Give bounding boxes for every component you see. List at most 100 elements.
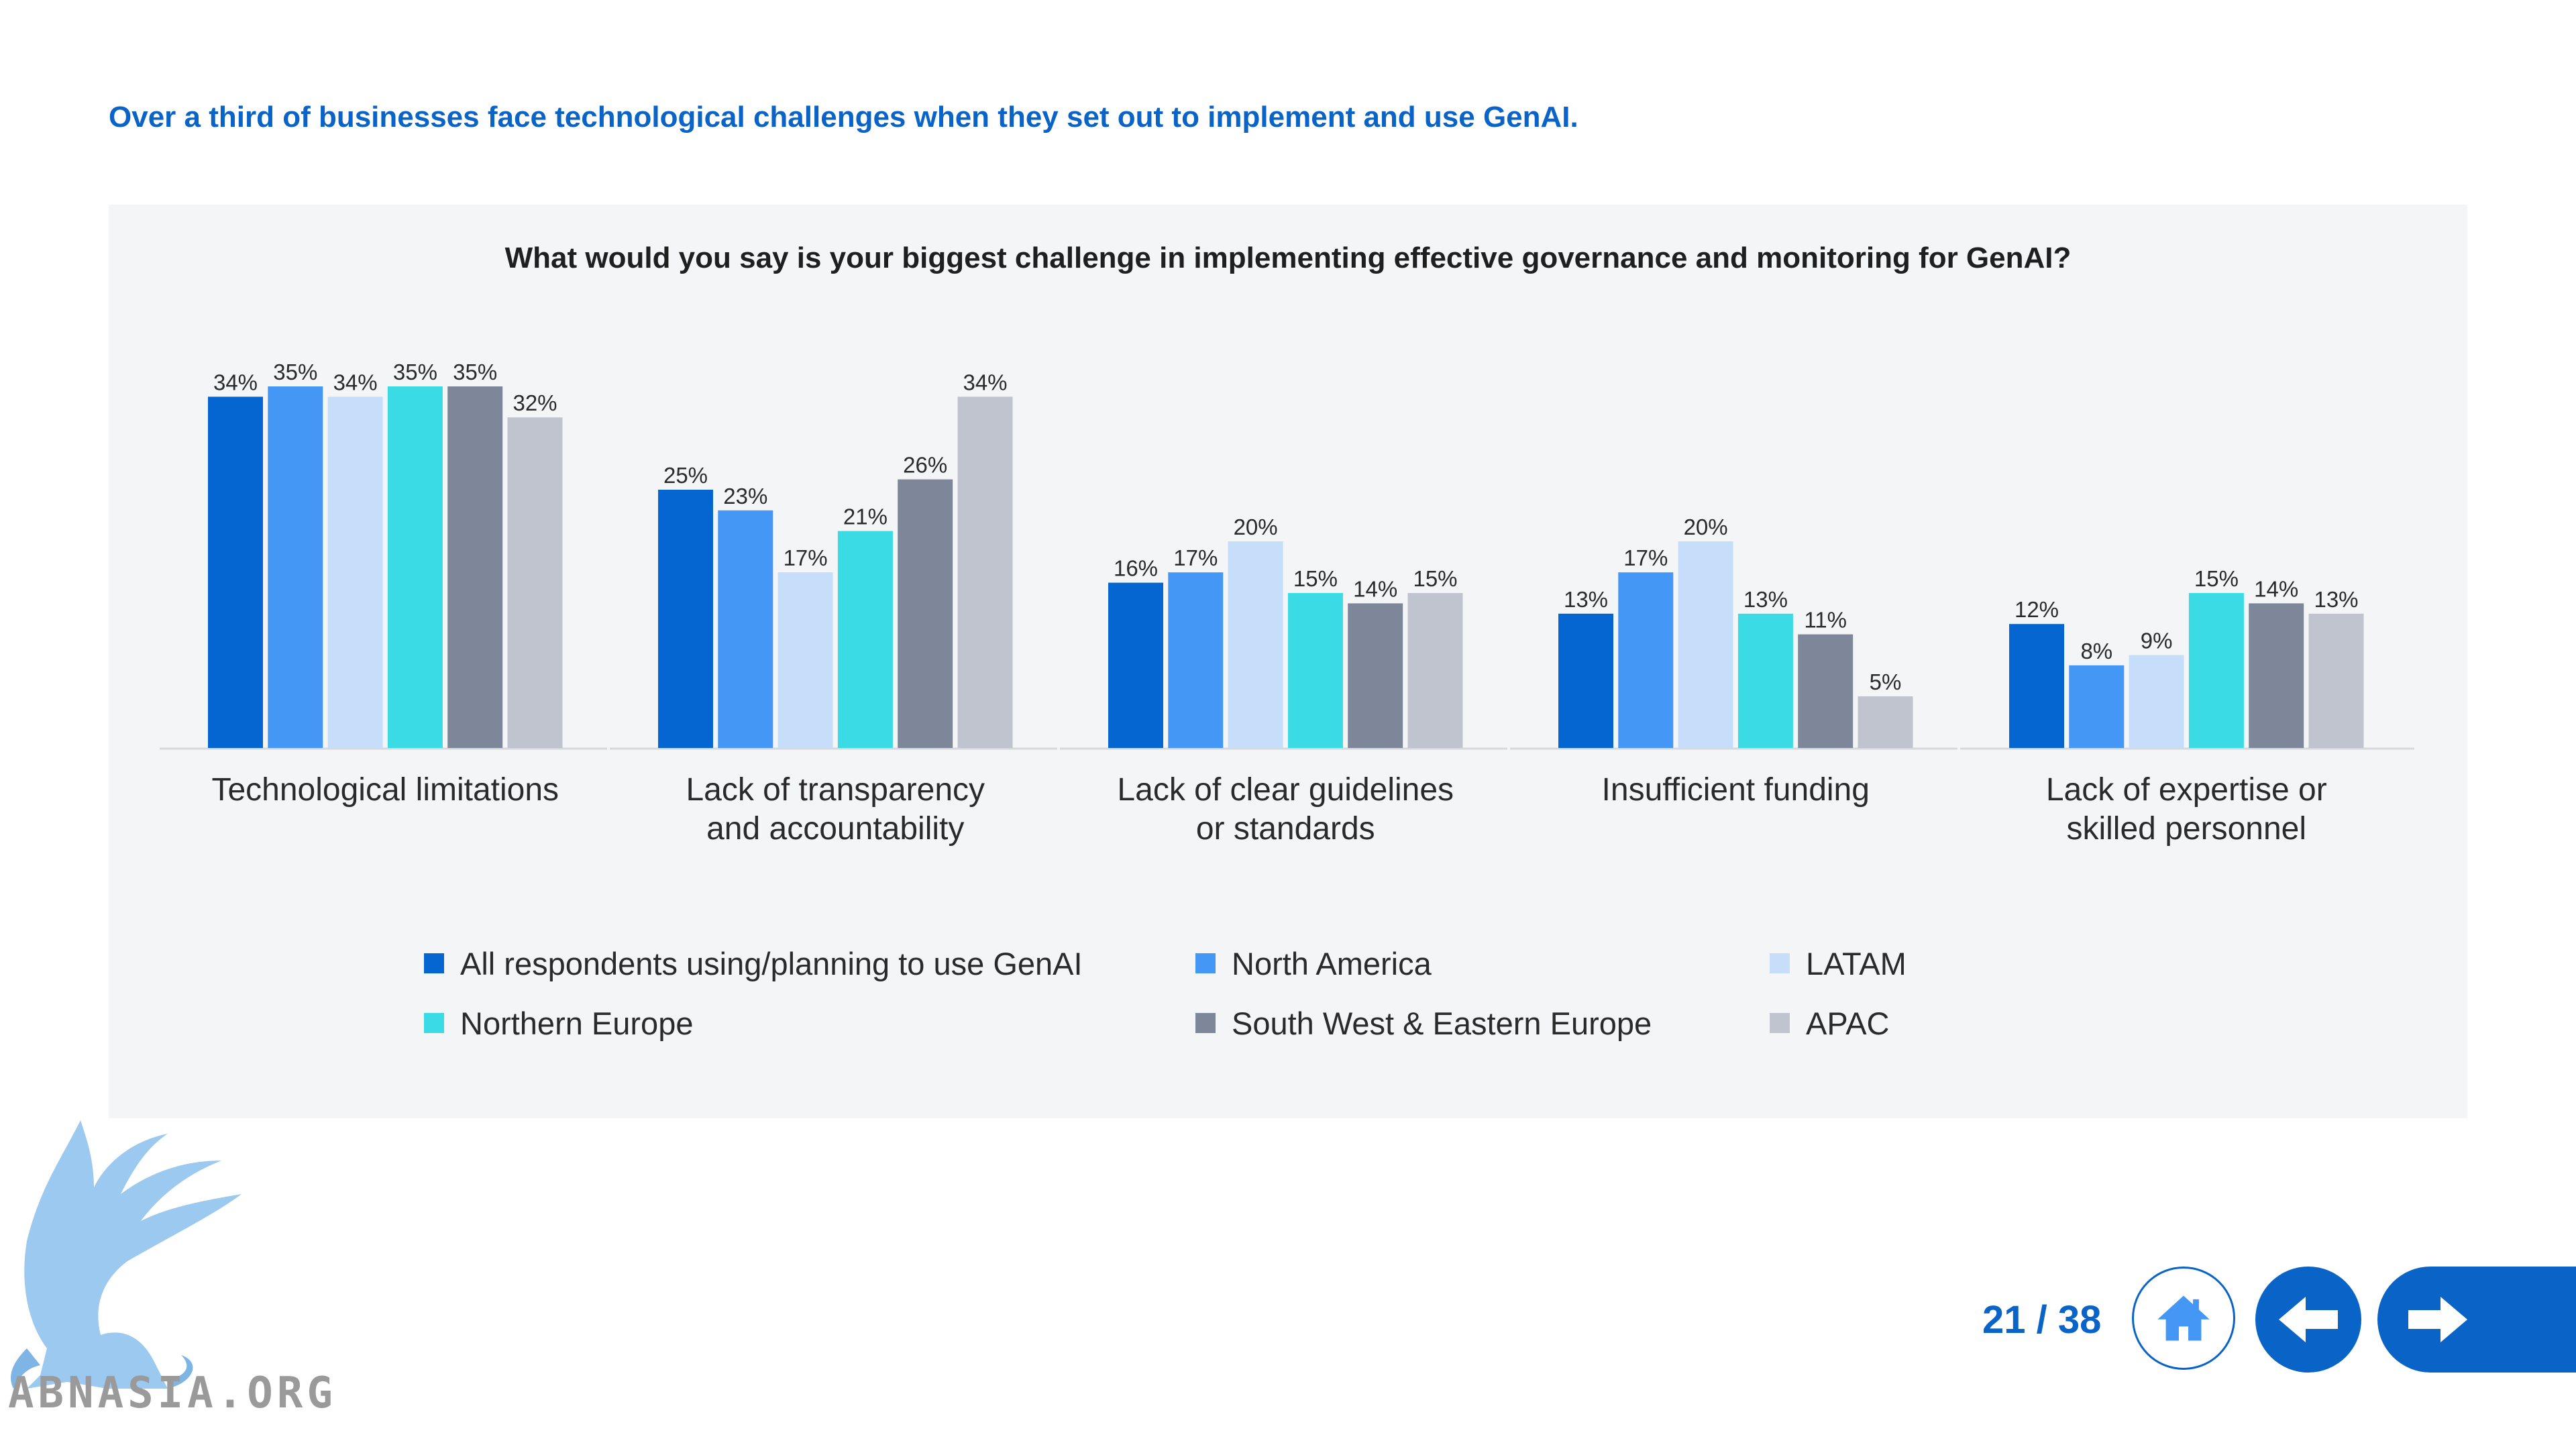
bar bbox=[1858, 696, 1913, 748]
data-label: 13% bbox=[1564, 587, 1608, 612]
legend-item: South West & Eastern Europe bbox=[1195, 1004, 1652, 1042]
legend-swatch bbox=[424, 953, 444, 973]
bar bbox=[2129, 655, 2184, 748]
data-label: 15% bbox=[2194, 566, 2239, 591]
chart-title: What would you say is your biggest chall… bbox=[504, 241, 2072, 274]
logo-wordmark: ABNASIA.ORG bbox=[8, 1368, 337, 1418]
bar bbox=[1407, 593, 1463, 748]
data-label: 17% bbox=[1173, 545, 1218, 570]
legend-swatch bbox=[1195, 953, 1216, 973]
legend-label: Northern Europe bbox=[460, 1005, 694, 1041]
previous-page-button[interactable] bbox=[2255, 1267, 2361, 1373]
bar bbox=[658, 490, 713, 748]
data-label: 14% bbox=[2254, 576, 2298, 601]
data-label: 34% bbox=[963, 370, 1007, 394]
legend-label: LATAM bbox=[1806, 945, 1907, 981]
bar bbox=[1348, 603, 1403, 748]
data-label: 32% bbox=[513, 390, 557, 415]
bar bbox=[1558, 613, 1613, 748]
bar bbox=[837, 531, 893, 748]
bar bbox=[208, 396, 263, 748]
bar bbox=[387, 386, 443, 748]
data-label: 20% bbox=[1684, 515, 1728, 539]
next-page-button[interactable] bbox=[2377, 1267, 2576, 1373]
data-label: 35% bbox=[453, 360, 497, 384]
legend-swatch bbox=[424, 1013, 444, 1033]
data-label: 25% bbox=[663, 463, 708, 488]
bar bbox=[1798, 634, 1854, 748]
bar bbox=[327, 396, 383, 748]
category-label: Lack of expertise or bbox=[2046, 772, 2327, 808]
data-label: 34% bbox=[213, 370, 258, 394]
category-label: Lack of clear guidelines bbox=[1117, 772, 1454, 808]
data-label: 13% bbox=[1743, 587, 1788, 612]
home-button[interactable] bbox=[2132, 1267, 2235, 1370]
category-label: skilled personnel bbox=[2066, 811, 2306, 847]
bar-group: 13% 17% 20% 13% 11% 5% bbox=[1558, 515, 1913, 748]
legend-label: All respondents using/planning to use Ge… bbox=[460, 945, 1083, 981]
legend-label: North America bbox=[1232, 945, 1432, 981]
arrow-left-icon bbox=[2279, 1297, 2338, 1342]
bar-group: 25% 23% 17% 21% 26% 34% bbox=[658, 370, 1013, 748]
bar bbox=[1618, 572, 1674, 748]
bar-group: 16% 17% 20% 15% 14% 15% bbox=[1108, 515, 1463, 748]
abnasia-logo bbox=[11, 1120, 241, 1389]
bar bbox=[1108, 582, 1163, 748]
data-label: 14% bbox=[1353, 576, 1397, 601]
data-label: 15% bbox=[1413, 566, 1457, 591]
data-label: 34% bbox=[333, 370, 378, 394]
bar-group: 12% 8% 9% 15% 14% 13% bbox=[2009, 566, 2364, 748]
category-label: or standards bbox=[1196, 811, 1375, 847]
bar bbox=[2069, 665, 2125, 748]
data-label: 13% bbox=[2314, 587, 2358, 612]
bar-chart: 34% 35% 34% 35% 35% 32% Technological limitati… bbox=[160, 360, 2414, 847]
legend-label: APAC bbox=[1806, 1005, 1890, 1041]
page-number: 21 / 38 bbox=[1982, 1298, 2102, 1342]
legend-item: All respondents using/planning to use Ge… bbox=[424, 945, 1083, 982]
data-label: 26% bbox=[903, 453, 947, 478]
bar bbox=[2188, 593, 2244, 748]
bar bbox=[2009, 624, 2064, 748]
legend-item: APAC bbox=[1770, 1004, 1890, 1042]
data-label: 15% bbox=[1293, 566, 1338, 591]
bar bbox=[957, 396, 1013, 748]
bar bbox=[898, 479, 953, 748]
data-label: 8% bbox=[2080, 639, 2112, 663]
bar bbox=[1228, 541, 1283, 748]
data-label: 20% bbox=[1234, 515, 1278, 539]
category-label: and accountability bbox=[706, 811, 964, 847]
legend-swatch bbox=[1770, 953, 1790, 973]
home-icon bbox=[2157, 1295, 2210, 1341]
category-label: Insufficient funding bbox=[1602, 772, 1870, 808]
headline: Over a third of businesses face technolo… bbox=[109, 101, 1578, 133]
bar bbox=[507, 417, 563, 748]
bar bbox=[268, 386, 323, 748]
bar bbox=[2308, 613, 2364, 748]
data-label: 35% bbox=[273, 360, 317, 384]
legend-item: Northern Europe bbox=[424, 1004, 693, 1042]
legend-swatch bbox=[1770, 1013, 1790, 1033]
legend-item: North America bbox=[1195, 945, 1432, 982]
legend-label: South West & Eastern Europe bbox=[1232, 1005, 1652, 1041]
bar bbox=[447, 386, 503, 748]
data-label: 23% bbox=[723, 484, 767, 508]
bar bbox=[1287, 593, 1343, 748]
data-label: 12% bbox=[2015, 597, 2059, 622]
bar bbox=[1678, 541, 1733, 748]
legend-swatch bbox=[1195, 1013, 1216, 1033]
data-label: 9% bbox=[2141, 628, 2173, 653]
data-label: 11% bbox=[1804, 608, 1847, 633]
bar bbox=[777, 572, 833, 748]
data-label: 17% bbox=[784, 545, 828, 570]
arrow-right-icon bbox=[2408, 1297, 2467, 1342]
bar bbox=[718, 510, 773, 748]
bar-group: 34% 35% 34% 35% 35% 32% bbox=[208, 360, 563, 748]
data-label: 5% bbox=[1870, 669, 1902, 694]
category-label: Technological limitations bbox=[211, 772, 559, 808]
legend-item: LATAM bbox=[1770, 945, 1907, 982]
bar bbox=[2249, 603, 2304, 748]
data-label: 16% bbox=[1114, 556, 1158, 581]
data-label: 17% bbox=[1623, 545, 1668, 570]
bar bbox=[1168, 572, 1224, 748]
data-label: 21% bbox=[843, 504, 888, 529]
